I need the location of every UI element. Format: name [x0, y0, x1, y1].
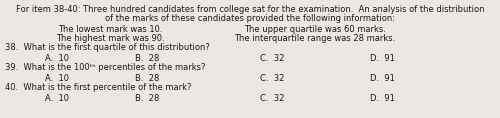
Text: of the marks of these candidates provided the following information:: of the marks of these candidates provide… — [105, 14, 395, 23]
Text: B.  28: B. 28 — [135, 94, 160, 103]
Text: 40.  What is the first percentile of the mark?: 40. What is the first percentile of the … — [5, 83, 192, 92]
Text: The lowest mark was 10.: The lowest mark was 10. — [58, 25, 162, 34]
Text: The upper quartile was 60 marks.: The upper quartile was 60 marks. — [244, 25, 386, 34]
Text: The interquartile range was 28 marks.: The interquartile range was 28 marks. — [234, 34, 396, 43]
Text: C.  32: C. 32 — [260, 74, 284, 83]
Text: C.  32: C. 32 — [260, 54, 284, 63]
Text: D.  91: D. 91 — [370, 94, 395, 103]
Text: A.  10: A. 10 — [45, 74, 69, 83]
Text: B.  28: B. 28 — [135, 74, 160, 83]
Text: A.  10: A. 10 — [45, 54, 69, 63]
Text: For item 38-40: Three hundred candidates from college sat for the examination.  : For item 38-40: Three hundred candidates… — [16, 5, 484, 14]
Text: 38.  What is the first quartile of this distribution?: 38. What is the first quartile of this d… — [5, 43, 210, 52]
Text: C.  32: C. 32 — [260, 94, 284, 103]
Text: 39.  What is the 100ᵗʰ percentiles of the marks?: 39. What is the 100ᵗʰ percentiles of the… — [5, 63, 205, 72]
Text: D.  91: D. 91 — [370, 74, 395, 83]
Text: D.  91: D. 91 — [370, 54, 395, 63]
Text: The highest mark was 90.: The highest mark was 90. — [56, 34, 164, 43]
Text: A.  10: A. 10 — [45, 94, 69, 103]
Text: B.  28: B. 28 — [135, 54, 160, 63]
